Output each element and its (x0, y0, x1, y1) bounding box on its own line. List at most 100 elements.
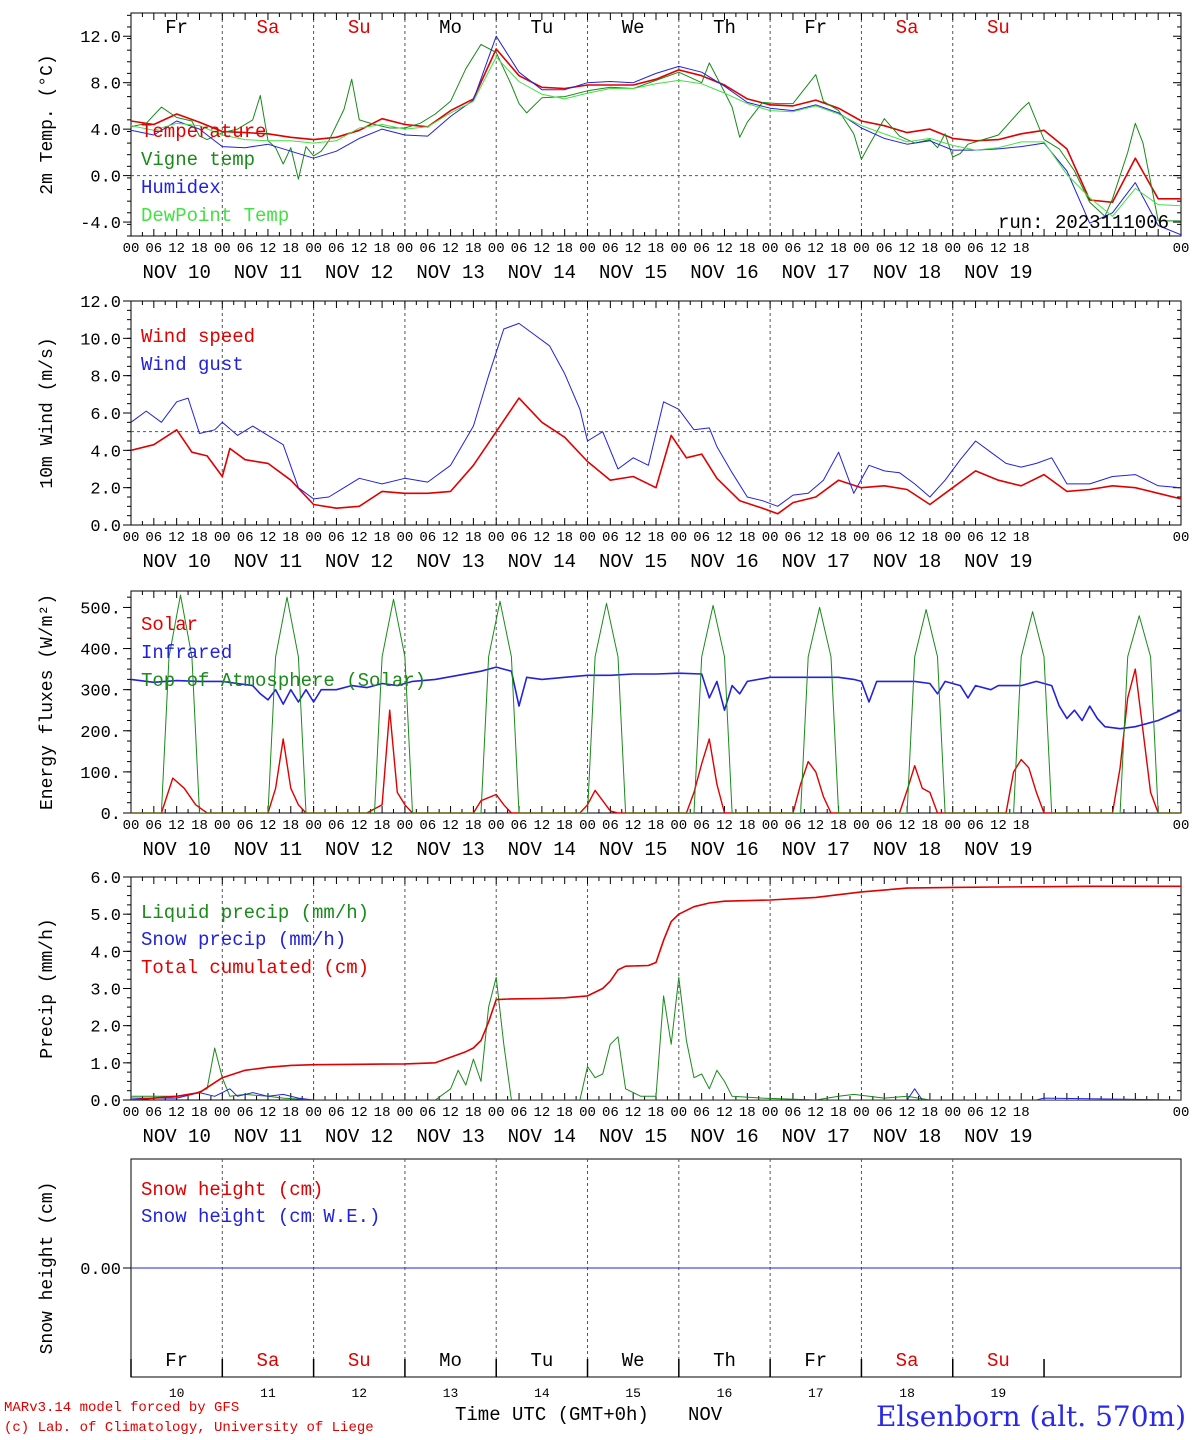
y-tick-label: 500. (80, 600, 121, 619)
hour-tick-label: 06 (328, 530, 345, 546)
hour-tick-label: 12 (807, 1105, 824, 1121)
day-number-label: 17 (808, 1386, 824, 1401)
weekday-label: Sa (896, 1350, 919, 1372)
day-label: NOV 10 (142, 551, 210, 573)
day-label: NOV 11 (234, 262, 302, 284)
day-number-label: 11 (260, 1386, 276, 1401)
hour-tick-label: 00 (123, 241, 140, 257)
hour-tick-label: 06 (237, 241, 254, 257)
legend-entry: Liquid precip (mm/h) (141, 902, 369, 924)
day-label: NOV 15 (599, 551, 667, 573)
hour-tick-label: 00 (762, 818, 779, 834)
hour-tick-label: 00 (488, 530, 505, 546)
series-line-precip-0 (131, 976, 1181, 1100)
hour-tick-label: 12 (990, 241, 1007, 257)
hour-tick-label: 12 (533, 530, 550, 546)
day-label: NOV 17 (782, 262, 850, 284)
model-credit: MARv3.14 model forced by GFS (4, 1400, 240, 1416)
hour-tick-label: 06 (237, 1105, 254, 1121)
y-tick-label: 4.0 (90, 443, 121, 462)
hour-tick-label: 18 (465, 530, 482, 546)
series-line-temperature-3 (131, 56, 1181, 217)
y-tick-label: 4.0 (90, 944, 121, 963)
y-tick-label: 5.0 (90, 907, 121, 926)
weekday-label: Sa (896, 17, 919, 39)
y-tick-label: 300. (80, 683, 121, 702)
day-label: NOV 12 (325, 551, 393, 573)
y-tick-label: 3.0 (90, 982, 121, 1001)
hour-tick-label: 00 (214, 1105, 231, 1121)
weekday-label: Th (713, 1350, 736, 1372)
hour-tick-label: 18 (922, 241, 939, 257)
hour-tick-label: 18 (1013, 241, 1030, 257)
hour-tick-label: 12 (351, 818, 368, 834)
hour-tick-label: 18 (830, 241, 847, 257)
day-label: NOV 10 (142, 1126, 210, 1148)
hour-tick-label: 06 (511, 530, 528, 546)
hour-tick-label: 18 (191, 241, 208, 257)
time-axis-label: Time UTC (GMT+0h) (455, 1404, 649, 1426)
hour-tick-label: 00 (1173, 241, 1190, 257)
weekday-label: Sa (257, 17, 280, 39)
day-label: NOV 18 (873, 839, 941, 861)
lab-credit: (c) Lab. of Climatology, University of L… (4, 1420, 374, 1436)
weekday-label: Fr (804, 1350, 827, 1372)
hour-tick-label: 18 (830, 1105, 847, 1121)
hour-tick-label: 18 (465, 241, 482, 257)
weekday-label: Tu (530, 17, 553, 39)
day-number-label: 13 (443, 1386, 459, 1401)
weekday-label: Su (348, 17, 371, 39)
panel-snow: 0.00 Snow height (cm) Snow height (cm) Snow… (38, 1158, 1182, 1401)
weekday-label: Mo (439, 1350, 462, 1372)
hour-tick-label: 18 (556, 1105, 573, 1121)
hour-tick-label: 12 (899, 241, 916, 257)
hour-tick-label: 00 (123, 818, 140, 834)
hour-tick-label: 00 (853, 1105, 870, 1121)
hour-tick-label: 18 (1013, 530, 1030, 546)
y-tick-label: 6.0 (90, 870, 121, 889)
legend-entry: Top of Atmosphere (Solar) (141, 670, 426, 692)
day-label: NOV 17 (782, 1126, 850, 1148)
hour-tick-label: 00 (1173, 530, 1190, 546)
legend-entry: Infrared (141, 642, 232, 664)
hour-tick-label: 18 (1013, 1105, 1030, 1121)
hour-tick-label: 12 (807, 818, 824, 834)
y-tick-label: 8.0 (90, 76, 121, 95)
day-label: NOV 11 (234, 1126, 302, 1148)
hour-tick-label: 00 (944, 241, 961, 257)
hour-tick-label: 06 (693, 241, 710, 257)
hour-tick-label: 12 (260, 1105, 277, 1121)
hour-tick-label: 00 (670, 818, 687, 834)
hour-tick-label: 18 (922, 530, 939, 546)
series-line-precip-2 (131, 885, 1181, 1100)
series-line-energy-0 (131, 668, 1181, 813)
weekday-label: Fr (165, 1350, 188, 1372)
hour-tick-label: 18 (739, 1105, 756, 1121)
legend-entry: Snow precip (mm/h) (141, 929, 346, 951)
hour-tick-label: 00 (944, 530, 961, 546)
hour-tick-label: 00 (853, 241, 870, 257)
hour-tick-label: 12 (899, 1105, 916, 1121)
hour-tick-label: 06 (328, 1105, 345, 1121)
legend-entry: Solar (141, 614, 198, 636)
hour-tick-label: 18 (739, 818, 756, 834)
hour-tick-label: 06 (602, 241, 619, 257)
day-label: NOV 12 (325, 1126, 393, 1148)
hour-tick-label: 00 (488, 818, 505, 834)
hour-tick-label: 06 (693, 818, 710, 834)
hour-tick-label: 18 (556, 241, 573, 257)
hour-tick-label: 06 (785, 530, 802, 546)
series-line-precip-1 (131, 1088, 1181, 1100)
weekday-label: Su (348, 1350, 371, 1372)
day-label: NOV 13 (416, 839, 484, 861)
day-label: NOV 17 (782, 551, 850, 573)
hour-tick-label: 00 (305, 241, 322, 257)
hour-tick-label: 12 (625, 818, 642, 834)
hour-tick-label: 18 (465, 1105, 482, 1121)
hour-tick-label: 06 (785, 241, 802, 257)
hour-tick-label: 12 (716, 241, 733, 257)
series-line-temperature-1 (131, 43, 1181, 222)
hour-tick-label: 12 (990, 1105, 1007, 1121)
plot-frame (130, 590, 1182, 814)
day-label: NOV 11 (234, 839, 302, 861)
